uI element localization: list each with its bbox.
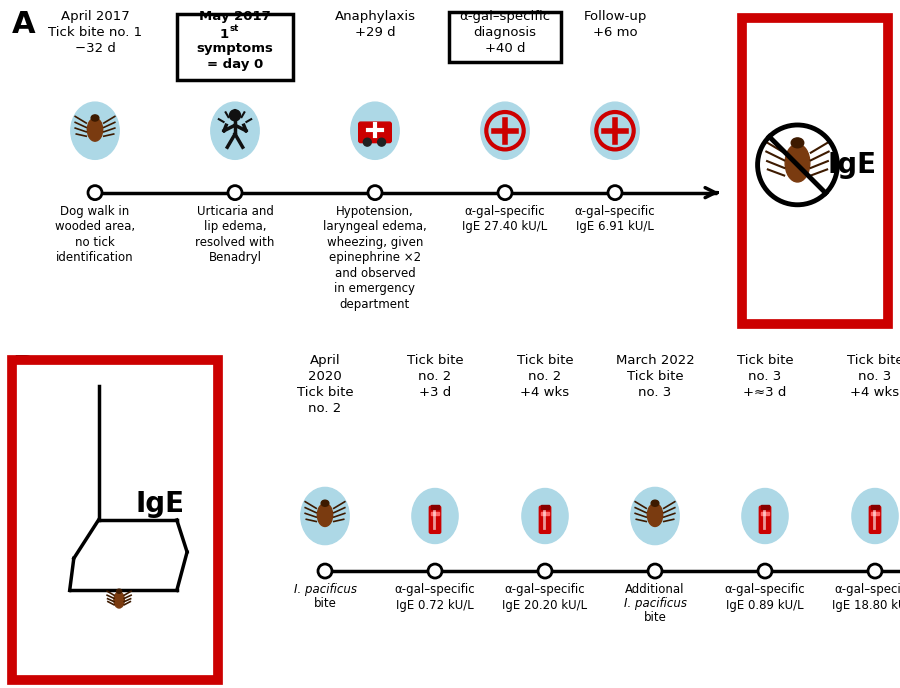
Bar (871, 512, 879, 515)
Text: α-gal–specific
IgE 6.91 kU/L: α-gal–specific IgE 6.91 kU/L (575, 204, 655, 233)
Text: Dog walk in
wooded area,
no tick
identification: Dog walk in wooded area, no tick identif… (55, 204, 135, 264)
Text: IgE: IgE (827, 151, 876, 179)
FancyBboxPatch shape (869, 506, 881, 533)
Circle shape (378, 138, 385, 146)
Ellipse shape (647, 504, 662, 526)
Circle shape (648, 564, 662, 578)
Text: Tick bite
no. 2
+4 wks: Tick bite no. 2 +4 wks (517, 354, 573, 399)
Text: A: A (12, 10, 36, 39)
Circle shape (498, 186, 512, 200)
Circle shape (368, 186, 382, 200)
Text: I. pacificus: I. pacificus (624, 597, 687, 610)
Ellipse shape (791, 138, 804, 148)
Ellipse shape (742, 488, 788, 544)
Circle shape (364, 138, 372, 146)
Ellipse shape (351, 102, 400, 160)
Circle shape (868, 564, 882, 578)
Bar (377, 123, 390, 133)
Text: Anaphylaxis
+29 d: Anaphylaxis +29 d (335, 10, 416, 39)
Text: α-gal–specific
IgE 18.80 kU/L: α-gal–specific IgE 18.80 kU/L (832, 583, 900, 612)
Circle shape (758, 564, 772, 578)
Text: Tick bite
no. 3
+≈3 d: Tick bite no. 3 +≈3 d (737, 354, 793, 399)
Ellipse shape (71, 102, 119, 160)
Text: I. pacificus: I. pacificus (293, 583, 356, 596)
FancyBboxPatch shape (760, 506, 770, 533)
Text: Follow-up
+6 mo: Follow-up +6 mo (583, 10, 647, 39)
Bar (871, 504, 878, 509)
Text: α-gal–specific
diagnosis
+40 d: α-gal–specific diagnosis +40 d (459, 10, 551, 55)
FancyBboxPatch shape (539, 506, 551, 533)
Text: bite: bite (644, 611, 666, 624)
Bar (761, 504, 769, 509)
Text: 1: 1 (220, 28, 229, 41)
Bar (760, 512, 770, 515)
Ellipse shape (301, 487, 349, 545)
Ellipse shape (87, 118, 103, 141)
Ellipse shape (522, 488, 568, 544)
Ellipse shape (117, 589, 122, 593)
Ellipse shape (651, 500, 659, 506)
Text: Tick bite
no. 2
+3 d: Tick bite no. 2 +3 d (407, 354, 464, 399)
Circle shape (428, 564, 442, 578)
Circle shape (538, 564, 552, 578)
Text: symptoms: symptoms (196, 42, 274, 55)
Ellipse shape (211, 102, 259, 160)
Text: α-gal–specific
IgE 27.40 kU/L: α-gal–specific IgE 27.40 kU/L (463, 204, 547, 233)
Circle shape (318, 564, 332, 578)
Bar (542, 504, 548, 509)
Text: May 2017: May 2017 (199, 10, 271, 23)
Text: IgE: IgE (136, 490, 184, 518)
Ellipse shape (318, 504, 333, 526)
Text: B: B (12, 354, 35, 383)
Ellipse shape (91, 115, 99, 121)
Ellipse shape (412, 488, 458, 544)
Ellipse shape (785, 144, 810, 182)
Text: = day 0: = day 0 (207, 58, 263, 71)
Ellipse shape (321, 500, 328, 506)
FancyBboxPatch shape (742, 18, 888, 324)
Ellipse shape (852, 488, 898, 544)
Bar (431, 504, 438, 509)
Text: α-gal–specific
IgE 0.72 kU/L: α-gal–specific IgE 0.72 kU/L (395, 583, 475, 612)
Text: Tick bite
no. 3
+4 wks: Tick bite no. 3 +4 wks (847, 354, 900, 399)
Text: bite: bite (313, 597, 337, 610)
FancyBboxPatch shape (429, 506, 441, 533)
Ellipse shape (114, 592, 124, 608)
Circle shape (608, 186, 622, 200)
FancyBboxPatch shape (359, 122, 392, 142)
Text: Additional: Additional (626, 583, 685, 596)
Bar (541, 512, 549, 515)
Circle shape (228, 186, 242, 200)
Circle shape (230, 110, 240, 121)
Ellipse shape (481, 102, 529, 160)
Text: April 2017
Tick bite no. 1
−32 d: April 2017 Tick bite no. 1 −32 d (48, 10, 142, 55)
Text: Urticaria and
lip edema,
resolved with
Benadryl: Urticaria and lip edema, resolved with B… (195, 204, 274, 264)
Text: α-gal–specific
IgE 0.89 kU/L: α-gal–specific IgE 0.89 kU/L (724, 583, 806, 612)
Text: April
2020
Tick bite
no. 2: April 2020 Tick bite no. 2 (297, 354, 354, 415)
Text: March 2022
Tick bite
no. 3: March 2022 Tick bite no. 3 (616, 354, 695, 399)
Bar (431, 512, 439, 515)
Ellipse shape (590, 102, 639, 160)
Ellipse shape (631, 487, 680, 545)
Text: st: st (230, 24, 239, 33)
Circle shape (88, 186, 102, 200)
Text: α-gal–specific
IgE 20.20 kU/L: α-gal–specific IgE 20.20 kU/L (502, 583, 588, 612)
Text: Hypotension,
laryngeal edema,
wheezing, given
epinephrine ×2
and observed
in eme: Hypotension, laryngeal edema, wheezing, … (323, 204, 427, 311)
FancyBboxPatch shape (12, 360, 218, 680)
